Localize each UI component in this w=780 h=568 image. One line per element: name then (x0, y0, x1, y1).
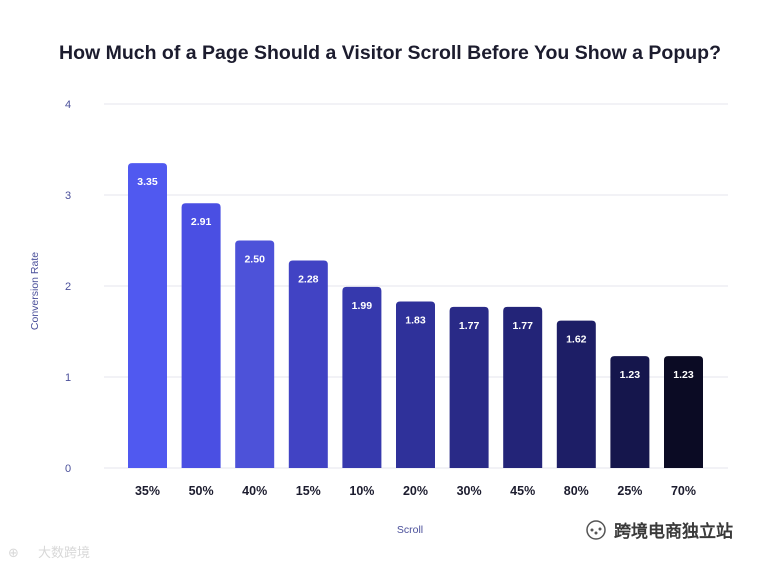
bar (181, 203, 221, 468)
wechat-icon (586, 520, 606, 540)
watermark-left-text: 大数跨境 (38, 546, 90, 561)
data-label: 1.23 (620, 369, 641, 381)
y-axis-ticks: 0 1 2 3 4 (65, 99, 71, 475)
data-label: 1.23 (673, 369, 694, 381)
data-label: 1.83 (405, 314, 426, 326)
x-tick-label: 25% (617, 484, 642, 498)
watermark-logo-glyph: ⊕ (8, 546, 19, 561)
x-tick-label: 20% (403, 484, 428, 498)
y-axis-label: Conversion Rate (29, 252, 41, 330)
data-label: 1.99 (352, 300, 373, 312)
bar (610, 356, 650, 468)
data-label: 1.77 (512, 320, 533, 332)
data-label: 2.91 (191, 216, 212, 228)
y-tick-label: 3 (65, 190, 71, 202)
x-tick-label: 70% (671, 484, 696, 498)
x-tick-label: 40% (242, 484, 267, 498)
x-tick-label: 50% (189, 484, 214, 498)
x-axis-label: Scroll (397, 524, 423, 536)
bar (235, 240, 275, 468)
bar (342, 286, 382, 468)
data-label: 2.50 (244, 254, 265, 266)
data-label: 2.28 (298, 274, 319, 286)
x-tick-label: 35% (135, 484, 160, 498)
data-label: 1.62 (566, 334, 587, 346)
x-axis-ticks: 35% 50% 40% 15% 10% 20% 30% 45% 80% 25% 70% (135, 484, 696, 498)
watermark-right-text: 跨境电商独立站 (614, 521, 733, 542)
bar (288, 260, 328, 468)
bar (503, 306, 543, 468)
bar (449, 306, 489, 468)
watermark-left: ⊕ 大数跨境 (8, 546, 90, 561)
x-tick-label: 15% (296, 484, 321, 498)
x-tick-label: 30% (457, 484, 482, 498)
chart-title: How Much of a Page Should a Visitor Scro… (59, 42, 721, 64)
bars (128, 163, 703, 468)
data-label: 1.77 (459, 320, 480, 332)
y-tick-label: 1 (65, 372, 71, 384)
data-label: 3.35 (137, 176, 158, 188)
data-labels: 3.35 2.91 2.50 2.28 1.99 1.83 1.77 1.77 1.62 1.23… (137, 176, 694, 381)
bar (128, 163, 167, 468)
y-tick-label: 0 (65, 463, 71, 475)
x-tick-label: 10% (349, 484, 374, 498)
x-tick-label: 80% (564, 484, 589, 498)
y-tick-label: 4 (65, 99, 71, 111)
y-tick-label: 2 (65, 281, 71, 293)
bar (556, 320, 596, 468)
x-tick-label: 45% (510, 484, 535, 498)
bar (396, 301, 435, 468)
watermark-right: 跨境电商独立站 (586, 520, 733, 542)
bar (664, 356, 703, 468)
